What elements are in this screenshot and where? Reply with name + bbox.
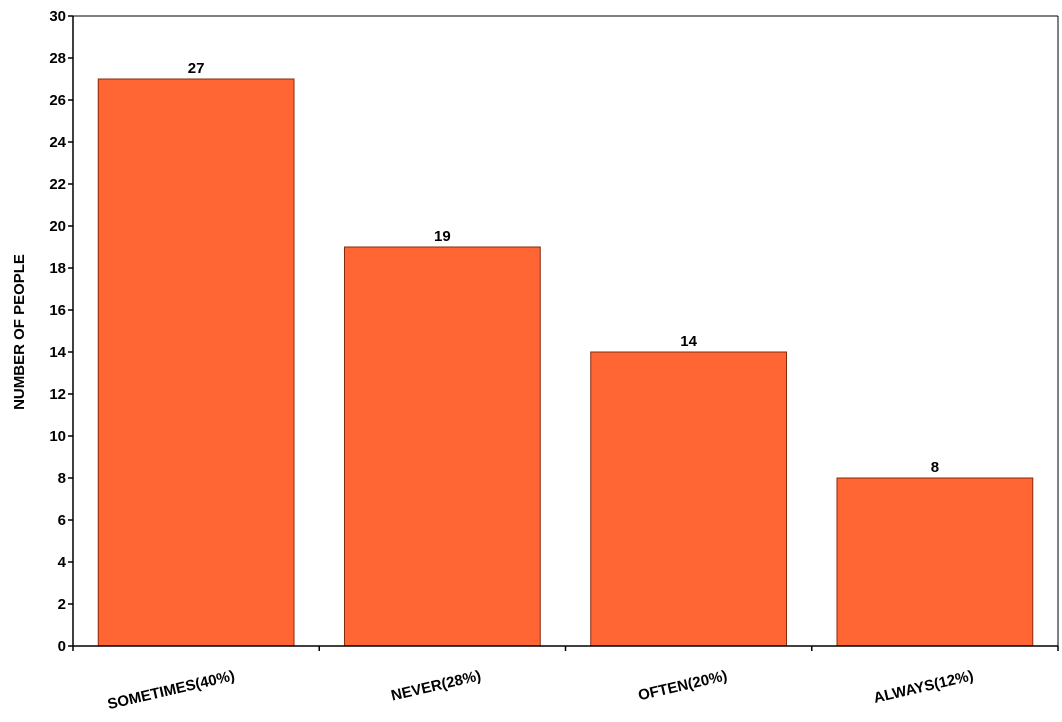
y-tick-label-26: 26: [49, 92, 66, 109]
data-label-1: 27: [188, 60, 205, 77]
y-tick-label-28: 28: [49, 50, 66, 67]
data-label-4: 8: [931, 459, 939, 476]
y-tick-label-30: 30: [49, 8, 66, 25]
y-tick-label-12: 12: [49, 386, 66, 403]
y-tick-label-4: 4: [58, 554, 67, 571]
y-tick-label-10: 10: [49, 428, 66, 445]
y-tick-label-20: 20: [49, 218, 66, 235]
data-label-2: 19: [434, 228, 451, 245]
y-tick-label-8: 8: [58, 470, 66, 487]
y-axis-title: NUMBER OF PEOPLE: [11, 254, 28, 410]
bars-group: [97, 78, 1034, 647]
y-tick-label-14: 14: [49, 344, 66, 361]
y-tick-label-22: 22: [49, 176, 66, 193]
y-tick-label-16: 16: [49, 302, 66, 319]
data-label-3: 14: [680, 333, 697, 350]
bar-3: [590, 351, 788, 647]
y-tick-label-24: 24: [49, 134, 66, 151]
bar-4: [836, 477, 1034, 647]
y-tick-label-18: 18: [49, 260, 66, 277]
y-tick-label-6: 6: [58, 512, 66, 529]
category-label-3: OFTEN(20%): [637, 667, 729, 704]
category-label-4: ALWAYS(12%): [872, 667, 975, 707]
bar-1: [97, 78, 295, 647]
y-tick-label-0: 0: [58, 638, 66, 655]
bar-2: [343, 246, 541, 647]
y-tick-label-2: 2: [58, 596, 66, 613]
category-label-1: SOMETIMES(40%): [106, 667, 237, 713]
data-labels-group: 27 19 14 8: [188, 60, 939, 476]
category-label-2: NEVER(28%): [389, 667, 482, 704]
category-labels-group: SOMETIMES(40%) NEVER(28%) OFTEN(20%) ALWAYS…: [106, 667, 975, 713]
x-axis: [72, 645, 1059, 651]
